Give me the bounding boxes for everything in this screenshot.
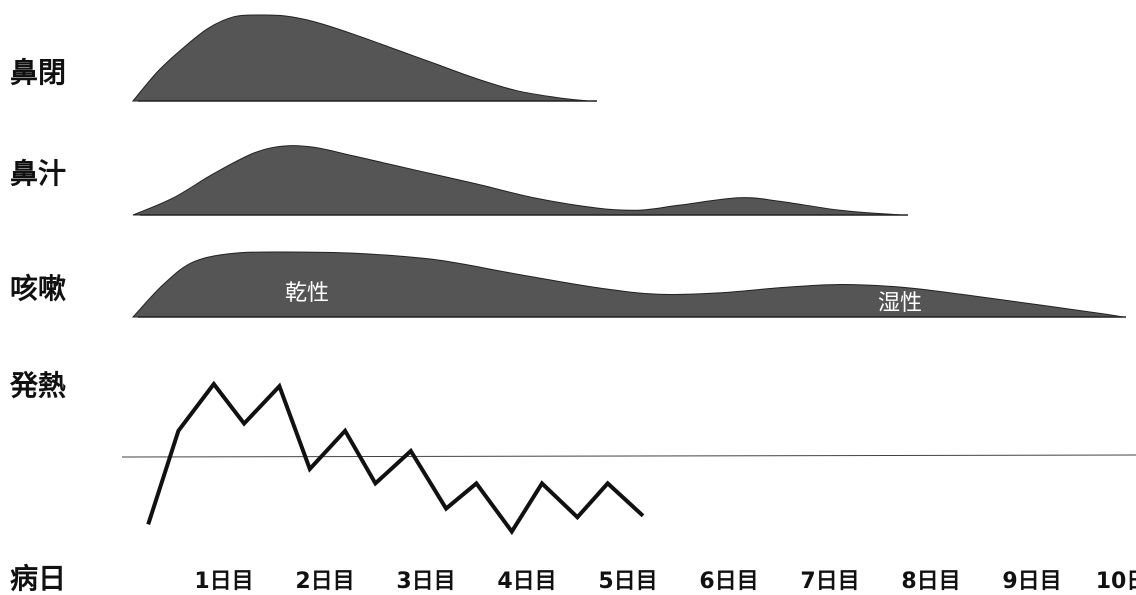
annotation-dry-cough: 乾性 bbox=[285, 281, 329, 306]
x-tick-label: 2日目 bbox=[295, 569, 354, 594]
x-tick-label: 3日目 bbox=[396, 569, 455, 594]
x-axis-tick-labels: 1日目 2日目 3日目 4日目 5日目 6日目 7日目 8日目 9日目 10日目 bbox=[194, 569, 1136, 594]
x-tick-label: 10日目 bbox=[1096, 569, 1136, 594]
area-nasal-congestion bbox=[133, 15, 588, 101]
x-tick-label: 7日目 bbox=[800, 569, 859, 594]
label-nasal-congestion: 鼻閉 bbox=[10, 56, 66, 89]
area-nasal-discharge bbox=[133, 146, 901, 215]
label-nasal-discharge: 鼻汁 bbox=[10, 157, 66, 190]
area-cough bbox=[133, 252, 1123, 317]
x-tick-label: 9日目 bbox=[1002, 569, 1061, 594]
x-tick-label: 6日目 bbox=[699, 569, 758, 594]
label-disease-day: 病日 bbox=[10, 562, 66, 595]
x-tick-label: 4日目 bbox=[497, 569, 556, 594]
fever-line bbox=[148, 384, 643, 532]
fever-reference-line bbox=[122, 455, 1136, 457]
label-fever: 発熱 bbox=[9, 369, 66, 402]
annotation-wet-cough: 湿性 bbox=[878, 291, 922, 316]
label-cough: 咳嗽 bbox=[10, 272, 66, 305]
x-tick-label: 5日目 bbox=[598, 569, 657, 594]
x-tick-label: 1日目 bbox=[194, 569, 253, 594]
x-tick-label: 8日目 bbox=[901, 569, 960, 594]
